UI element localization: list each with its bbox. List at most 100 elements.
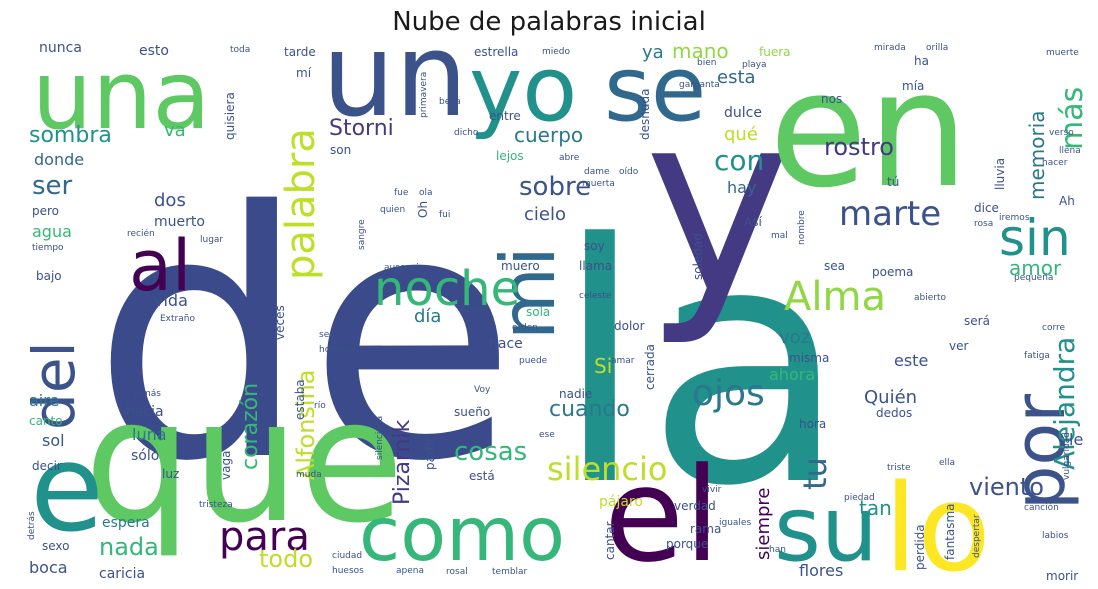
word-corazon: corazón [238,383,263,470]
word-fantasma: fantasma [943,503,957,560]
word-llama: llama [579,259,612,273]
word-amor: amor [1009,256,1062,280]
word-tan: tan [859,496,892,520]
word-verso: verso [1049,128,1074,138]
word-cancion: canción [1024,502,1059,513]
word-un: un [322,40,468,143]
word-sed: sed [319,330,335,340]
word-cuerpo: cuerpo [514,123,583,147]
word-lo: lo [884,460,991,580]
word-voz: voz [779,327,810,348]
word-soledad: soledad [691,233,705,280]
word-celeste: celeste [579,291,612,301]
word-ola: ola [419,188,433,198]
word-alfonsina: Alfonsina [292,369,320,480]
word-vulgaridad: vulgaridad [1062,432,1072,480]
word-con: con [714,144,764,177]
word-hombre: hombre [319,345,354,355]
word-dedos: dedos [876,406,912,420]
word-pequena: pequeña [1014,273,1053,283]
word-piedad: piedad [844,493,875,503]
word-asi: Así [744,215,762,229]
word-sin: sin [999,209,1071,267]
word-fui: fui [439,210,450,220]
word-ser: ser [32,171,73,201]
word-abre: abre [559,153,580,163]
word-e: e [30,420,104,559]
word-viento: viento [969,473,1044,501]
word-se: se [604,40,706,142]
word-mas: más [1055,87,1084,150]
word-ver: ver [949,339,968,353]
word-vaga: vaga [219,451,233,480]
word-ciudad: ciudad [332,551,362,561]
word-rosa: rosa [974,219,993,229]
word-poema: poema [872,265,913,279]
word-al: al [129,225,191,307]
word-son: son [330,143,351,157]
word-luna: luna [132,425,167,444]
word-tiempo: tiempo [32,243,64,253]
word-tu-acento: tú [887,175,899,189]
word-decir: decir [32,459,62,473]
word-hace: hace [489,336,523,352]
word-lugar: lugar [200,235,223,245]
word-si: Si [594,354,612,378]
word-memoria: memoria [1025,110,1049,200]
word-hay: hay [727,178,756,197]
word-abierto: abierto [914,293,946,303]
word-apena: apena [396,566,424,576]
word-sangre: sangre [357,219,367,250]
word-sueno: sueño [454,405,490,419]
word-noche: noche [374,261,520,317]
word-bajo: bajo [36,269,62,283]
word-jamas: jamás [133,389,161,399]
word-caricia: caricia [99,566,145,580]
word-mal: mal [771,231,788,241]
word-voy: Voy [474,385,491,395]
word-ese: ese [539,430,555,440]
word-pajaro: pájaro [599,494,643,510]
word-detras: detrás [27,511,37,540]
word-silencio: silencio [547,450,667,488]
word-cloud-canvas: de la y en que el un una yo se e lo su c… [14,40,1084,580]
word-porque: porque [666,537,708,551]
word-oh: Oh [416,201,430,218]
word-sol: sol [42,431,65,450]
word-sea: sea [824,259,845,273]
word-cosas: cosas [454,437,527,467]
word-extrano: Extraño [160,314,195,324]
word-va: va [164,120,186,141]
word-sombra: sombra [29,123,112,148]
word-y: y [644,58,792,349]
word-dos: dos [154,190,186,211]
word-yo: yo [469,40,577,142]
word-labios: labios [1042,531,1069,541]
word-boca: boca [29,558,68,577]
word-cloud-image: de la y en que el un una yo se e lo su c… [14,40,1084,580]
word-llena: llena [1059,146,1081,156]
word-desnuda: desnuda [638,89,652,140]
word-storni: Storni [329,116,394,141]
word-fue: fue [394,188,409,198]
word-veces: veces [273,305,287,340]
word-nadie: nadie [559,387,592,401]
word-espera: espera [102,515,150,531]
word-sobre: sobre [519,172,591,202]
word-verdad: verdad [674,499,716,513]
word-la: la [554,174,848,558]
word-palabra: palabra [278,128,324,280]
word-que: que [84,363,404,561]
word-ahora: ahora [769,365,815,384]
word-ella: ella [939,458,955,468]
word-estrella: estrella [474,45,518,59]
word-misma: misma [789,351,829,365]
word-quien-min: quien [380,205,405,215]
word-alejandra: Alejandra [1048,337,1081,470]
word-mia: mía [902,79,924,93]
word-corre: corre [1042,323,1065,333]
word-aire: aire [29,391,59,410]
word-iguales: iguales [719,518,751,528]
word-quien: Quién [864,387,917,408]
word-una: una [32,41,211,151]
